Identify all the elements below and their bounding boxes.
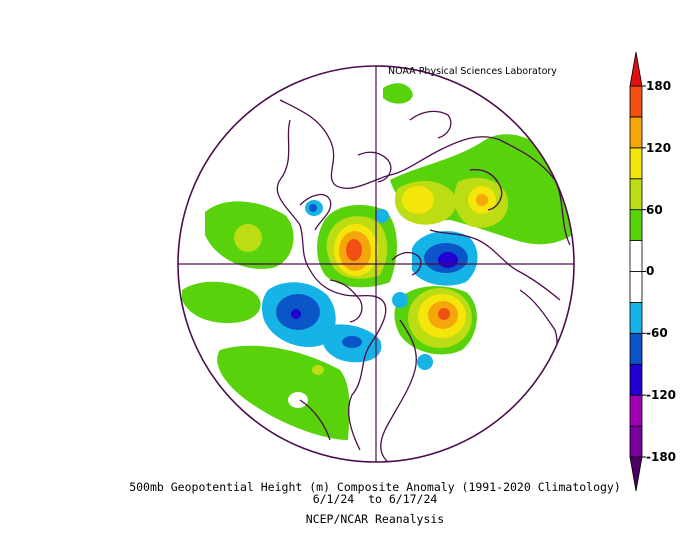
cyan-spot-center [375, 209, 389, 223]
colorbar-segment [629, 363, 643, 396]
white-hole-sw [288, 392, 308, 408]
blue-spot-nw [309, 204, 317, 212]
colorbar-segment [629, 425, 643, 458]
cyan-spot-south [417, 354, 433, 370]
yellow-core-europe [402, 186, 434, 214]
tick-minus-180: -180 [646, 450, 677, 464]
colorbar-bottom-arrow [629, 456, 643, 492]
colorbar-segment [629, 394, 643, 427]
credit-label: NOAA Physical Sciences Laboratory [388, 66, 557, 77]
blue-core-south [342, 336, 362, 348]
caption-line-1: 500mb Geopotential Height (m) Composite … [129, 480, 621, 494]
colorbar-segment [629, 178, 643, 211]
anomaly-shading [182, 83, 574, 440]
tick-minus-120: -120 [646, 388, 677, 402]
yellowgreen-west [234, 224, 262, 252]
indigo-core-west [291, 309, 301, 319]
colorbar-segment [629, 332, 643, 365]
indigo-core-east [438, 252, 458, 268]
caption-line-3: NCEP/NCAR Reanalysis [305, 512, 445, 526]
colorbar-segment [629, 271, 643, 303]
tick-0: 0 [646, 264, 655, 278]
colorbar-segment [629, 85, 643, 118]
cyan-spot-pole [392, 292, 408, 308]
colorbar-segment [629, 147, 643, 180]
colorbar [629, 51, 646, 492]
colorbar-segment [629, 116, 643, 149]
green-region-north [383, 83, 413, 104]
colorbar-segment [629, 302, 643, 334]
green-region-west [182, 281, 261, 324]
globe-outline [177, 65, 575, 463]
red-core-se [438, 308, 450, 320]
tick-60: 60 [646, 203, 663, 217]
green-spot-south [312, 365, 324, 375]
caption-line-2: 6/1/24 to 6/17/24 [312, 492, 438, 506]
colorbar-top-arrow [629, 51, 643, 87]
orange-core-asia-inner [476, 194, 488, 206]
colorbar-segment [629, 209, 643, 241]
colorbar-segment [629, 240, 643, 272]
red-core-central [346, 239, 362, 261]
coastlines [276, 99, 571, 462]
tick-120: 120 [646, 141, 672, 155]
tick-minus-60: -60 [646, 326, 668, 340]
tick-180: 180 [646, 79, 672, 93]
